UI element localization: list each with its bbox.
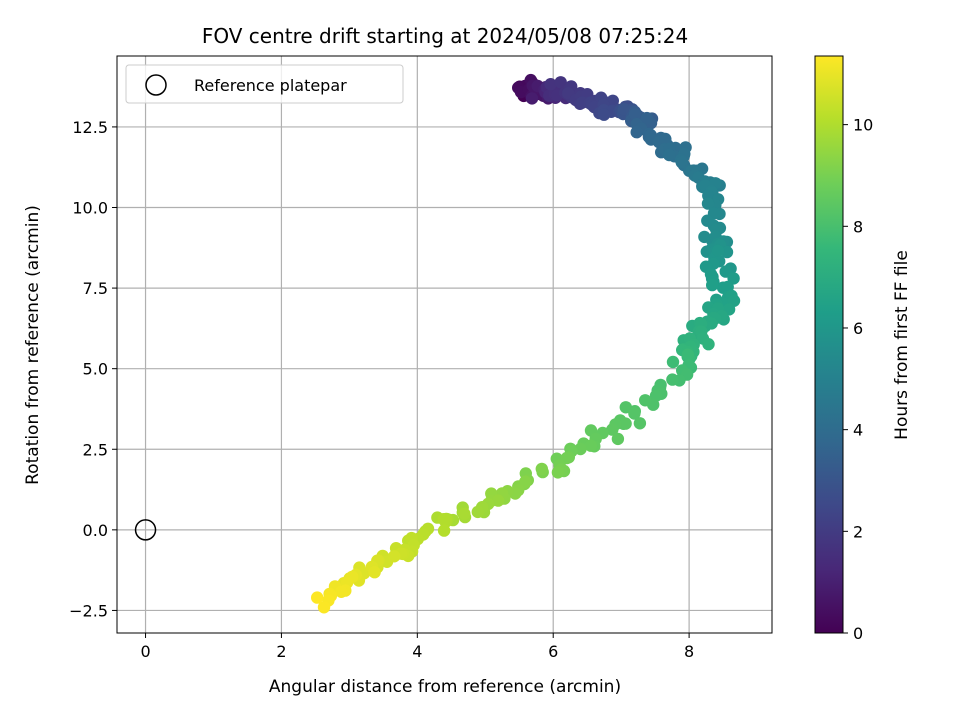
data-point bbox=[551, 466, 565, 479]
data-point bbox=[675, 156, 688, 169]
data-point bbox=[619, 417, 632, 430]
data-point bbox=[628, 108, 642, 121]
data-point bbox=[368, 566, 381, 579]
data-point bbox=[597, 108, 611, 121]
data-point bbox=[492, 494, 505, 507]
data-point bbox=[584, 439, 598, 452]
data-point bbox=[535, 462, 548, 476]
y-tick-label: 10.0 bbox=[72, 199, 108, 218]
data-point bbox=[633, 417, 647, 430]
data-point bbox=[711, 244, 725, 257]
data-point bbox=[525, 92, 539, 105]
x-tick-label: 6 bbox=[548, 642, 558, 661]
data-point bbox=[666, 373, 679, 386]
data-point bbox=[544, 78, 557, 91]
x-axis-label: Angular distance from reference (arcmin) bbox=[269, 677, 621, 697]
data-point bbox=[458, 507, 471, 520]
colorbar-tick-label: 6 bbox=[853, 319, 863, 338]
data-point bbox=[619, 401, 632, 414]
y-tick-label: 2.5 bbox=[83, 440, 108, 459]
data-point bbox=[640, 111, 654, 125]
data-point bbox=[666, 355, 680, 369]
data-point bbox=[437, 513, 450, 526]
data-point bbox=[471, 505, 484, 519]
data-point bbox=[311, 591, 324, 604]
chart-title: FOV centre drift starting at 2024/05/08 … bbox=[202, 24, 688, 48]
y-axis-label: Rotation from reference (arcmin) bbox=[23, 205, 43, 485]
y-tick-label: 7.5 bbox=[83, 279, 108, 298]
y-tick-label: 5.0 bbox=[83, 360, 108, 379]
data-points bbox=[311, 73, 741, 614]
data-point bbox=[659, 132, 672, 146]
legend-marker bbox=[145, 74, 167, 96]
data-point bbox=[630, 126, 643, 139]
x-tick-label: 0 bbox=[140, 642, 150, 661]
data-point bbox=[628, 407, 641, 420]
y-tick-label: 12.5 bbox=[72, 118, 108, 137]
data-point bbox=[701, 197, 715, 210]
legend-entry-reference-platepar: Reference platepar bbox=[194, 76, 347, 95]
data-point bbox=[611, 432, 625, 446]
x-tick-label: 2 bbox=[276, 642, 286, 661]
colorbar-tick-label: 2 bbox=[853, 522, 863, 541]
data-point bbox=[681, 348, 695, 361]
y-tick-label: 0.0 bbox=[83, 521, 108, 540]
y-tick-label: −2.5 bbox=[69, 601, 108, 620]
data-point bbox=[388, 550, 401, 563]
data-point bbox=[663, 148, 676, 162]
data-point bbox=[317, 601, 331, 614]
data-point bbox=[702, 338, 715, 351]
colorbar-ticks: 0 2 4 6 8 10 bbox=[843, 116, 873, 643]
y-axis-ticks: −2.5 0.0 2.5 5.0 7.5 10.0 12.5 bbox=[69, 118, 117, 620]
data-point bbox=[554, 76, 567, 89]
data-point bbox=[606, 423, 619, 436]
colorbar: 0 2 4 6 8 10 Hours from first FF file bbox=[814, 55, 912, 643]
legend: Reference platepar bbox=[125, 64, 404, 104]
colorbar-tick-label: 0 bbox=[853, 624, 863, 643]
data-point bbox=[519, 475, 532, 488]
legend-box bbox=[125, 64, 404, 104]
colorbar-gradient bbox=[814, 55, 844, 634]
x-axis-ticks: 0 2 4 6 8 bbox=[140, 633, 694, 661]
data-point bbox=[639, 394, 652, 407]
x-tick-label: 8 bbox=[684, 642, 694, 661]
colorbar-tick-label: 4 bbox=[853, 421, 863, 440]
colorbar-label: Hours from first FF file bbox=[892, 250, 912, 440]
data-point bbox=[437, 524, 451, 537]
data-point bbox=[335, 585, 348, 598]
plot-frame bbox=[116, 55, 773, 634]
colorbar-tick-label: 8 bbox=[853, 217, 863, 236]
data-point bbox=[706, 278, 719, 292]
x-tick-label: 4 bbox=[412, 642, 422, 661]
colorbar-tick-label: 10 bbox=[853, 116, 873, 135]
reference-platepar-marker bbox=[134, 519, 157, 541]
